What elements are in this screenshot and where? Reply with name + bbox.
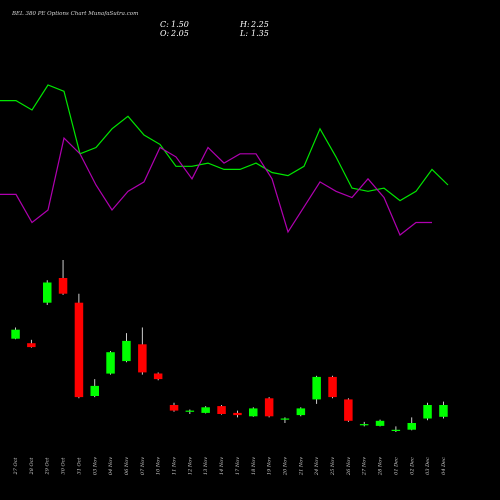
x-tick-label: 24 Nov [314, 457, 320, 476]
x-axis-ticks: 27 Oct 28 Oct 29 Oct 30 Oct 31 Oct 03 Nov 04 N… [13, 457, 447, 476]
x-tick-label: 04 Dec [441, 457, 447, 475]
x-tick-label: 27 Oct [13, 457, 19, 476]
x-tick-label: 26 Nov [346, 457, 352, 476]
x-tick-label: 02 Dec [409, 457, 415, 475]
x-tick-label: 27 Nov [362, 457, 368, 476]
x-tick-label: 01 Dec [393, 457, 399, 475]
candle-up [43, 282, 52, 303]
x-tick-label: 29 Oct [45, 457, 51, 476]
indicator-purple-line [0, 136, 432, 236]
x-tick-label: 28 Nov [378, 457, 384, 476]
candle-up [391, 429, 401, 431]
candle-down [217, 406, 226, 414]
low-label: L: [239, 29, 248, 38]
x-tick-label: 13 Nov [203, 457, 209, 475]
candle-down [264, 398, 274, 417]
candle-down [153, 373, 163, 380]
indicator-lines [0, 84, 449, 236]
candle-up [359, 424, 369, 426]
x-tick-label: 20 Nov [282, 457, 288, 476]
x-tick-label: 19 Nov [267, 457, 273, 475]
candle-down [328, 376, 337, 398]
high-value: 2.25 [250, 20, 269, 29]
candle-up [375, 420, 385, 426]
chart-title: BEL 380 PE Options Chart MunafaSutra.com [11, 11, 138, 17]
candle-down [344, 399, 353, 421]
close-label: C: [160, 20, 169, 29]
low-value: 1.35 [251, 29, 269, 38]
high-label: H: [239, 20, 250, 29]
x-tick-label: 06 Nov [124, 457, 130, 475]
candle-up [122, 340, 131, 362]
x-tick-label: 18 Nov [251, 457, 257, 475]
candle-up [90, 385, 99, 396]
candle-down [138, 344, 147, 373]
x-tick-label: 28 Oct [29, 457, 35, 476]
x-tick-label: 07 Nov [140, 457, 146, 475]
candle-up [280, 418, 290, 420]
open-label: O: [160, 29, 170, 38]
candle-up [201, 407, 210, 413]
x-tick-label: 03 Dec [425, 457, 431, 475]
ohlc-readout: C: 1.50 H: 2.25 O: 2.05 L: 1.35 [160, 20, 269, 38]
candle-down [169, 405, 179, 411]
x-tick-label: 25 Nov [330, 457, 336, 476]
x-tick-label: 03 Nov [92, 457, 98, 475]
candle-down [27, 343, 36, 348]
candle-up [106, 352, 115, 374]
candle-up [249, 408, 258, 417]
x-tick-label: 11 Nov [172, 457, 178, 475]
indicator-green-line [0, 84, 449, 202]
candle-up [185, 410, 195, 412]
candle-up [312, 376, 321, 400]
x-tick-label: 17 Nov [235, 457, 241, 475]
x-tick-label: 12 Nov [187, 457, 193, 475]
x-tick-label: 04 Nov [108, 457, 114, 475]
close-value: 1.50 [171, 20, 189, 29]
x-tick-label: 31 Oct [76, 457, 82, 475]
x-tick-label: 10 Nov [156, 457, 162, 475]
candle-up [11, 329, 20, 339]
candle-down [58, 278, 68, 294]
x-tick-label: 14 Nov [219, 457, 225, 475]
x-tick-label: 21 Nov [298, 457, 304, 476]
open-value: 2.05 [170, 29, 189, 38]
candles [11, 260, 448, 432]
candle-up [423, 405, 432, 419]
candle-down [74, 302, 84, 398]
x-tick-label: 30 Oct [61, 457, 67, 475]
candle-up [296, 408, 306, 416]
candle-down [233, 412, 242, 416]
candle-up [407, 423, 416, 430]
candle-up [439, 405, 448, 417]
